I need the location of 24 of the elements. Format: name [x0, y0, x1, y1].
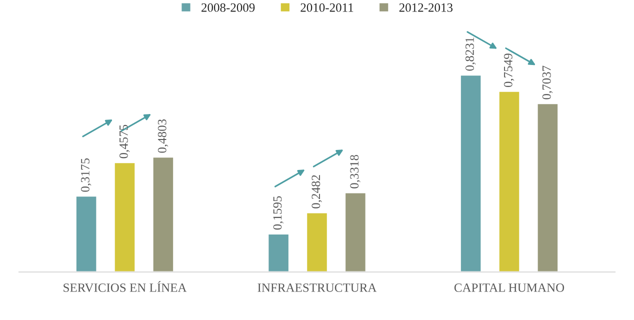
bar — [536, 102, 559, 272]
bar — [498, 90, 521, 272]
data-label: 0,2482 — [312, 175, 322, 208]
data-label: 0,7549 — [504, 54, 514, 88]
bar — [152, 156, 174, 272]
legend-label: 2008-2009 — [202, 3, 255, 12]
legend-label: 2012-2013 — [399, 3, 453, 12]
data-label: 0,8231 — [465, 38, 476, 71]
x-tick-label: CAPITAL HUMANO — [454, 284, 564, 292]
data-label: 0,3175 — [81, 158, 92, 192]
bar — [75, 195, 98, 272]
data-label: 0,1595 — [273, 196, 284, 230]
data-label: 0,4803 — [158, 119, 168, 153]
x-tick-label: INFRAESTRUCTURA — [258, 284, 377, 292]
data-label: 0,3318 — [350, 154, 360, 188]
bar — [113, 162, 136, 272]
legend-label: 2010-2011 — [300, 3, 354, 12]
x-tick-label: SERVICIOS EN LÍNEA — [64, 281, 187, 292]
bar — [460, 74, 482, 272]
data-label: 0,7037 — [542, 66, 553, 100]
bar — [267, 233, 290, 272]
bar — [306, 212, 328, 272]
bar — [344, 192, 367, 272]
data-label: 0,4575 — [119, 124, 130, 158]
